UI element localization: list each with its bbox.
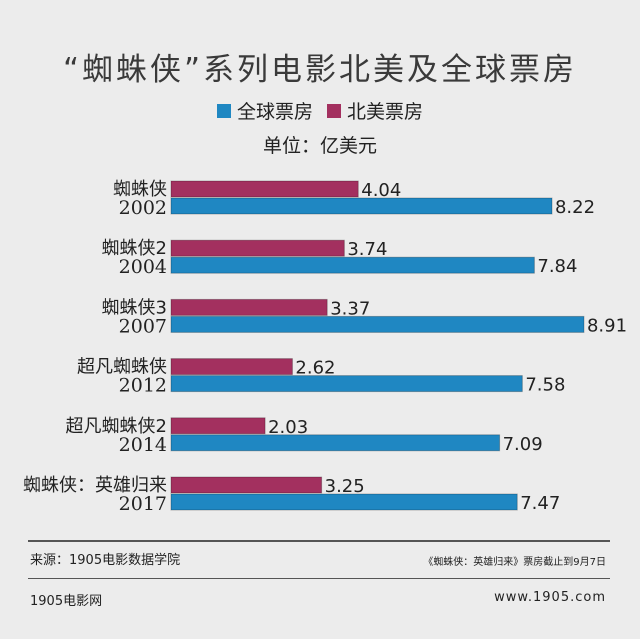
category-label-year: 2002 bbox=[119, 197, 167, 219]
category-label-year: 2004 bbox=[119, 256, 167, 278]
data-label-global: 8.22 bbox=[555, 197, 595, 218]
bar-na bbox=[170, 239, 345, 257]
category-label-year: 2012 bbox=[119, 375, 167, 397]
legend-item-global: 全球票房 bbox=[216, 97, 313, 124]
bar-na bbox=[170, 180, 359, 198]
legend-swatch-na bbox=[327, 103, 341, 118]
data-label-na: 2.03 bbox=[268, 417, 308, 438]
footnote-text: 《蜘蛛侠：英雄归来》票房截止到9月7日 bbox=[423, 557, 606, 568]
chart-title: “蜘蛛侠”系列电影北美及全球票房 bbox=[62, 52, 578, 88]
category-label-name: 蜘蛛侠2 bbox=[102, 238, 167, 259]
category-label-year: 2007 bbox=[119, 315, 167, 337]
category-label-name: 超凡蜘蛛侠 bbox=[77, 357, 167, 378]
bar-global bbox=[170, 315, 585, 333]
data-label-global: 8.91 bbox=[587, 315, 627, 336]
category-label-name: 蜘蛛侠3 bbox=[102, 297, 167, 318]
footer-divider-bottom bbox=[28, 578, 610, 579]
bar-na bbox=[170, 417, 266, 435]
bar-global bbox=[170, 375, 523, 393]
legend: 全球票房 北美票房 bbox=[0, 97, 640, 124]
bar-global bbox=[170, 256, 535, 274]
legend-item-na: 北美票房 bbox=[327, 97, 423, 124]
bar-global bbox=[170, 493, 518, 511]
data-label-na: 4.04 bbox=[361, 180, 401, 201]
data-label-global: 7.58 bbox=[525, 375, 565, 396]
data-label-na: 3.37 bbox=[330, 298, 370, 319]
category-label-year: 2017 bbox=[119, 493, 167, 515]
category-label-name: 蜘蛛侠：英雄归来 bbox=[23, 475, 167, 496]
legend-swatch-global bbox=[216, 103, 231, 118]
brand-text: 1905电影网 bbox=[30, 594, 103, 609]
bar-na bbox=[170, 298, 328, 316]
data-label-global: 7.84 bbox=[537, 256, 577, 277]
category-label-year: 2014 bbox=[119, 434, 167, 456]
footer-divider-top bbox=[28, 540, 610, 542]
legend-label-na: 北美票房 bbox=[347, 101, 424, 123]
legend-label-global: 全球票房 bbox=[236, 101, 313, 123]
category-label-name: 蜘蛛侠 bbox=[113, 179, 167, 200]
data-label-na: 3.25 bbox=[325, 476, 365, 497]
data-label-global: 7.47 bbox=[520, 493, 560, 514]
bar-global bbox=[170, 434, 501, 452]
website-link[interactable]: www.1905.com bbox=[494, 590, 606, 605]
data-label-global: 7.09 bbox=[503, 434, 543, 455]
bar-global bbox=[170, 197, 553, 215]
data-label-na: 3.74 bbox=[347, 239, 387, 260]
category-label-name: 超凡蜘蛛侠2 bbox=[66, 416, 167, 437]
unit-label: 单位：亿美元 bbox=[262, 135, 377, 157]
data-label-na: 2.62 bbox=[295, 358, 335, 379]
bar-na bbox=[170, 358, 293, 376]
source-text: 来源：1905电影数据学院 bbox=[30, 553, 181, 568]
bar-na bbox=[170, 476, 323, 494]
